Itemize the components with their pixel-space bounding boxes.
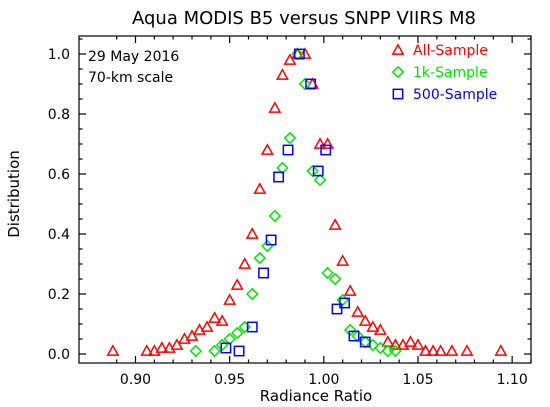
square-point [265, 234, 277, 246]
diamond-point [306, 164, 319, 178]
y-tick-label: 1.0 [48, 47, 70, 63]
x-axis-label: Radiance Ratio [260, 387, 372, 405]
data-marks [106, 47, 508, 358]
diamond-point [189, 344, 203, 358]
triangle-point [245, 227, 259, 239]
diamond-point [389, 344, 402, 358]
axis-ticks: 0.90 0.95 1.00 1.05 1.10 0.0 0.2 0.4 0.6 0.8 1.0 [48, 36, 532, 388]
diamond-point [283, 131, 297, 145]
triangle-point [230, 278, 244, 290]
square-point [339, 297, 350, 309]
triangle-point [460, 344, 474, 356]
triangle-point [283, 53, 297, 65]
legend-square-marker [392, 88, 404, 100]
chart-title: Aqua MODIS B5 versus SNPP VIIRS M8 [132, 8, 476, 29]
triangle-point [358, 314, 372, 326]
triangle-point [253, 182, 267, 194]
triangle-point [336, 254, 350, 266]
triangle-point [185, 329, 199, 341]
square-point [331, 303, 343, 315]
triangle-point [351, 305, 365, 317]
triangle-point [208, 311, 222, 323]
diamond-point [208, 344, 221, 358]
triangle-point [313, 137, 327, 149]
triangle-point [328, 218, 342, 230]
triangle-point [373, 323, 387, 335]
square-point [312, 165, 324, 177]
square-point [282, 144, 294, 156]
diamond-point [298, 77, 312, 91]
triangle-point [411, 338, 425, 350]
diamond-point [313, 173, 327, 187]
legend-diamond-marker [391, 65, 405, 79]
legend-label: 500-Sample [413, 87, 497, 103]
x-tick-label: 1.10 [497, 372, 528, 388]
diamond-point [230, 326, 244, 340]
triangle-point [200, 320, 214, 332]
legend-triangle-marker [391, 43, 405, 55]
diamond-point [253, 251, 267, 265]
diamond-point [276, 161, 289, 175]
triangle-point [106, 344, 120, 356]
y-tick-label: 0.0 [48, 347, 70, 363]
series-500-sample [220, 48, 371, 357]
square-point [348, 330, 360, 342]
triangle-point [275, 68, 289, 80]
triangle-point [403, 335, 417, 347]
triangle-point [238, 257, 252, 269]
diamond-point [268, 209, 282, 223]
diamond-point [321, 266, 334, 280]
triangle-point [215, 314, 229, 326]
x-tick-label: 0.95 [214, 372, 245, 388]
y-tick-label: 0.2 [48, 287, 70, 303]
triangle-point [260, 143, 274, 155]
annotation-scale: 70-km scale [88, 70, 173, 86]
annotation-group: 29 May 2016 70-km scale [88, 49, 179, 86]
triangle-point [223, 293, 237, 305]
diamond-point [343, 323, 357, 337]
triangle-point [140, 344, 154, 356]
square-point [246, 321, 258, 333]
square-point [320, 144, 332, 156]
square-point [359, 336, 371, 348]
triangle-point [434, 344, 448, 356]
triangle-point [170, 338, 184, 350]
diamond-point [261, 239, 274, 253]
square-point [220, 342, 232, 354]
legend: All-Sample 1k-Sample 500-Sample [391, 43, 497, 103]
triangle-point [155, 341, 169, 353]
triangle-point [321, 137, 335, 149]
square-point [258, 267, 269, 279]
x-tick-label: 1.00 [308, 372, 339, 388]
series-all-sample [106, 47, 508, 356]
annotation-date: 29 May 2016 [88, 49, 179, 65]
legend-label: 1k-Sample [413, 65, 488, 81]
y-axis-label: Distribution [5, 150, 23, 238]
square-point [233, 345, 245, 357]
triangle-point [366, 320, 380, 332]
diamond-point [223, 332, 236, 346]
series-1k-sample [189, 47, 402, 358]
diamond-point [246, 287, 259, 301]
square-point [293, 48, 305, 60]
triangle-point [419, 344, 433, 356]
triangle-point [268, 101, 282, 113]
x-tick-label: 0.90 [120, 372, 151, 388]
square-point [305, 78, 317, 90]
square-point [273, 171, 285, 183]
triangle-point [445, 344, 459, 356]
y-tick-label: 0.4 [48, 227, 70, 243]
triangle-point [343, 284, 357, 296]
triangle-point [494, 344, 508, 356]
triangle-point [388, 338, 402, 350]
legend-label: All-Sample [413, 43, 488, 59]
y-tick-label: 0.6 [48, 167, 70, 183]
y-tick-label: 0.8 [48, 107, 70, 123]
diamond-point [328, 272, 342, 286]
x-tick-label: 1.05 [402, 372, 433, 388]
triangle-point [426, 344, 440, 356]
diamond-point [374, 341, 387, 355]
